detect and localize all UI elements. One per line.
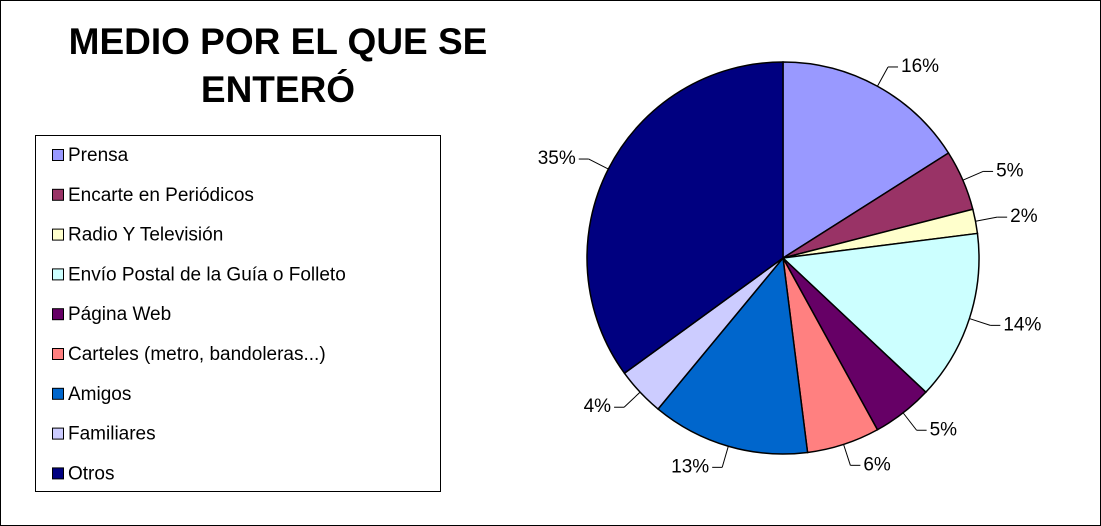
legend-label: Encarte en Periódicos [68, 185, 254, 206]
leader-line [623, 391, 641, 408]
legend-swatch [52, 188, 64, 201]
leader-line [975, 216, 998, 222]
legend-label: Carteles (metro, bandoleras...) [68, 344, 326, 365]
legend-swatch [52, 308, 64, 321]
pie-slice [586, 61, 784, 375]
data-label: 4% [584, 396, 612, 417]
pie-slice [657, 256, 809, 455]
leader-line [969, 318, 991, 326]
legend-label: Radio Y Televisión [68, 225, 223, 246]
data-label: 5% [996, 160, 1024, 181]
legend-label: Familiares [68, 424, 156, 445]
legend-label: Otros [68, 463, 114, 484]
data-label: 35% [538, 148, 576, 169]
leader-line [902, 412, 918, 431]
legend-label: Amigos [68, 384, 131, 405]
data-label: 13% [671, 456, 709, 477]
legend-swatch [52, 467, 64, 480]
leader-line [843, 444, 851, 466]
leader-line [876, 66, 889, 87]
legend-swatch [52, 149, 64, 161]
data-label: 6% [863, 454, 891, 475]
leader-line [721, 446, 729, 468]
chart-title: MEDIO POR EL QUE SE ENTERÓ [68, 21, 488, 110]
legend-swatch [52, 387, 64, 400]
legend-swatch [52, 348, 64, 360]
pie-slice [782, 61, 950, 260]
legend-swatch [52, 427, 64, 440]
leader-line [962, 170, 984, 181]
legend-swatch [52, 268, 64, 281]
legend-box [35, 135, 441, 492]
data-label: 14% [1003, 314, 1041, 335]
data-label: 16% [901, 56, 939, 77]
data-label: 2% [1010, 206, 1038, 227]
data-label: 5% [930, 419, 958, 440]
legend-label: Prensa [68, 145, 129, 166]
legend-label: Envío Postal de la Guía o Folleto [68, 264, 346, 285]
leader-line [588, 158, 609, 170]
legend-label: Página Web [68, 304, 171, 325]
legend-swatch [52, 228, 64, 241]
pie-slice [781, 232, 980, 394]
